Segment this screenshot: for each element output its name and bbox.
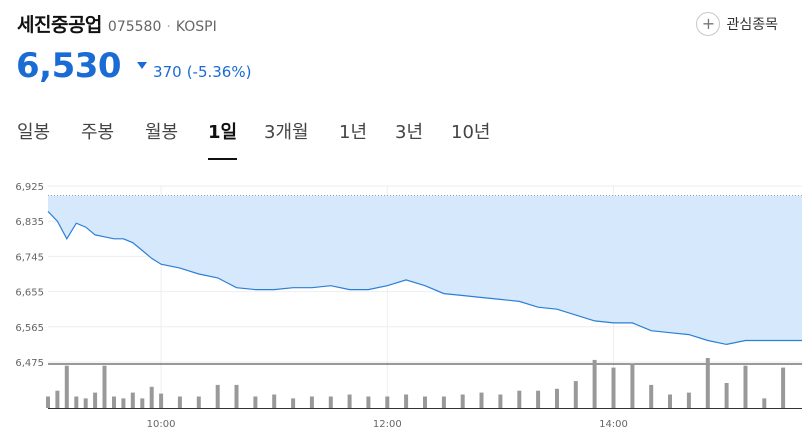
y-tick-label: 6,835: [15, 217, 44, 228]
price-line: [47, 210, 802, 346]
x-tick-label: 10:00: [147, 419, 176, 430]
volume-bar: [366, 396, 371, 408]
tab-daily[interactable]: 일봉: [17, 122, 51, 143]
volume-bar: [781, 367, 786, 408]
tab-3years[interactable]: 3년: [395, 122, 424, 143]
x-tick-label: 12:00: [373, 419, 402, 430]
volume-bar: [573, 381, 578, 408]
volume-bar: [460, 394, 465, 408]
volume-bar: [130, 392, 135, 408]
volume-bar: [177, 396, 182, 408]
volume-bar: [309, 396, 314, 408]
volume-bar: [64, 365, 69, 408]
volume-bar: [196, 396, 201, 408]
stock-header: 세진중공업 075580 · KOSPI: [17, 10, 217, 40]
volume-bar: [498, 394, 503, 408]
add-watchlist-button[interactable]: + 관심종목: [696, 12, 778, 36]
volume-bar: [762, 398, 767, 408]
volume-bar: [385, 396, 390, 408]
volume-bar: [93, 392, 98, 408]
volume-bar: [149, 386, 154, 408]
company-name: 세진중공업: [17, 14, 102, 36]
volume-bar: [743, 365, 748, 408]
tab-1year[interactable]: 1년: [339, 122, 368, 143]
period-tabs: 일봉 주봉 월봉 1일 3개월 1년 3년 10년: [0, 112, 812, 160]
volume-bar: [102, 365, 107, 408]
volume-bar: [55, 390, 60, 408]
plus-icon: +: [696, 12, 721, 36]
volume-bar: [592, 359, 597, 408]
tab-weekly[interactable]: 주봉: [81, 122, 115, 143]
volume-bar: [536, 390, 541, 408]
x-tick-label: 14:00: [599, 419, 628, 430]
stock-code: 075580: [107, 19, 162, 35]
volume-bar: [686, 392, 691, 408]
tab-10years[interactable]: 10년: [451, 122, 491, 143]
volume-bar: [668, 394, 672, 408]
volume-bar: [291, 398, 296, 408]
volume-bar: [423, 396, 427, 408]
volume-bar: [121, 398, 126, 408]
current-price: 6,530: [16, 46, 122, 86]
watchlist-label: 관심종목: [726, 17, 778, 33]
volume-bar: [611, 367, 616, 408]
volume-bar: [159, 393, 164, 408]
volume-bar: [517, 390, 522, 408]
y-tick-label: 6,745: [15, 252, 44, 263]
volume-bar: [140, 398, 145, 408]
volume-bar: [347, 394, 352, 408]
volume-bar: [46, 396, 50, 408]
volume-bar: [649, 384, 654, 408]
y-tick-label: 6,655: [15, 288, 44, 299]
market-name: KOSPI: [175, 19, 217, 35]
intraday-chart[interactable]: 6,925 6,835 6,745 6,655 6,565 6,475 10:00 12:00…: [0, 172, 812, 436]
volume-bar: [404, 394, 409, 408]
y-tick-label: 6,925: [15, 182, 44, 193]
volume-bar: [215, 384, 220, 408]
volume-bar: [555, 388, 559, 408]
volume-bar: [272, 394, 277, 408]
volume-bar: [83, 398, 88, 408]
price-area: [48, 195, 802, 345]
y-tick-label: 6,565: [15, 323, 44, 334]
tab-1day[interactable]: 1일: [208, 118, 238, 160]
volume-bar: [479, 392, 484, 408]
volume-bar: [112, 396, 116, 408]
volume-bar: [441, 396, 446, 408]
volume-bar: [724, 383, 729, 408]
down-arrow-icon: [137, 62, 148, 69]
volume-bar: [234, 384, 239, 408]
y-tick-label: 6,475: [15, 358, 44, 369]
volume-bar: [705, 358, 710, 408]
volume-bar: [74, 396, 79, 408]
volume-bar: [328, 396, 333, 408]
price-change-percent: (-5.36%): [186, 63, 252, 81]
price-change: 370: [153, 63, 182, 81]
tab-monthly[interactable]: 월봉: [145, 122, 179, 143]
price-row: 6,530 370 (-5.36%): [16, 46, 251, 86]
volume-bar: [253, 396, 258, 408]
tab-3months[interactable]: 3개월: [264, 122, 309, 143]
separator-dot: ·: [166, 19, 171, 35]
volume-bar: [630, 363, 635, 408]
